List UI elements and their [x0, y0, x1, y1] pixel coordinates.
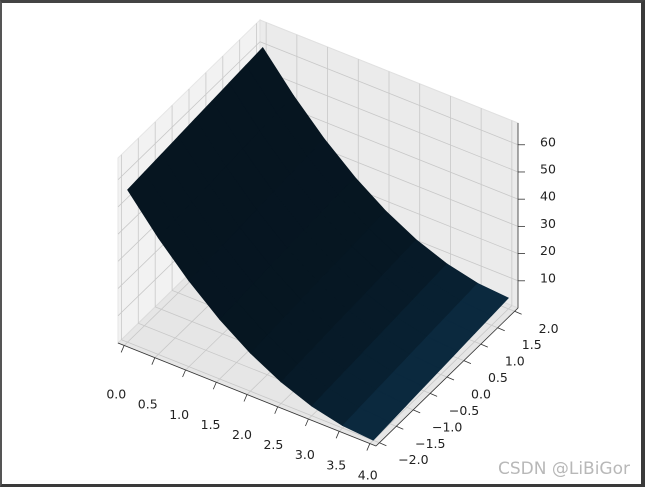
x-tick-label: 4.0: [358, 467, 378, 481]
y-tick-label: 1.5: [522, 337, 542, 352]
y-axis: [375, 307, 519, 447]
z-tick-label: 40: [540, 189, 556, 204]
x-tick-label: 0.0: [106, 387, 126, 402]
x-axis: [117, 342, 377, 447]
watermark: CSDN @LiBiGor: [498, 459, 630, 479]
y-tick-label: −2.0: [398, 452, 428, 467]
x-tick-label: 1.5: [201, 417, 221, 432]
tick-mark: [212, 382, 217, 390]
y-tick-label: 1.0: [505, 354, 525, 369]
tick-mark: [274, 406, 279, 414]
z-tick-label: 60: [540, 134, 556, 149]
surface-patch: [342, 407, 391, 441]
z-tick-label: 10: [540, 270, 556, 285]
grid-line: [121, 339, 380, 444]
x-tick-label: 2.0: [232, 427, 252, 442]
y-tick-label: 0.5: [488, 370, 508, 385]
y-tick-label: 2.0: [539, 321, 559, 336]
tick-mark: [151, 357, 156, 365]
y-tick-label: −1.5: [415, 436, 445, 451]
z-tick-label: 50: [540, 161, 556, 176]
z-tick-label: 30: [540, 216, 556, 231]
x-tick-label: 2.5: [263, 437, 283, 452]
x-tick-label: 3.5: [326, 457, 346, 472]
tick-mark: [182, 369, 186, 378]
y-tick-label: −0.5: [449, 403, 479, 418]
tick-mark: [335, 431, 340, 439]
x-tick-label: 3.0: [295, 447, 315, 462]
y-tick-label: 0.0: [471, 387, 491, 402]
tick-mark: [243, 394, 248, 402]
tick-mark: [480, 343, 488, 348]
x-tick-label: 0.5: [138, 397, 158, 412]
tick-mark: [396, 425, 404, 430]
tick-mark: [446, 376, 455, 381]
z-tick-label: 20: [540, 243, 556, 258]
tick-mark: [379, 442, 387, 447]
grid-line: [259, 41, 519, 146]
tick-mark: [413, 409, 421, 414]
grid-line: [117, 41, 261, 181]
x-tick-label: 1.0: [169, 407, 189, 422]
y-tick-label: −1.0: [432, 419, 462, 434]
tick-mark: [366, 443, 371, 451]
tick-mark: [497, 327, 505, 332]
tick-mark: [514, 310, 522, 315]
tick-mark: [429, 393, 438, 397]
tick-mark: [120, 345, 125, 353]
tick-mark: [305, 418, 309, 427]
grid-line: [259, 68, 519, 173]
tick-mark: [463, 360, 472, 364]
